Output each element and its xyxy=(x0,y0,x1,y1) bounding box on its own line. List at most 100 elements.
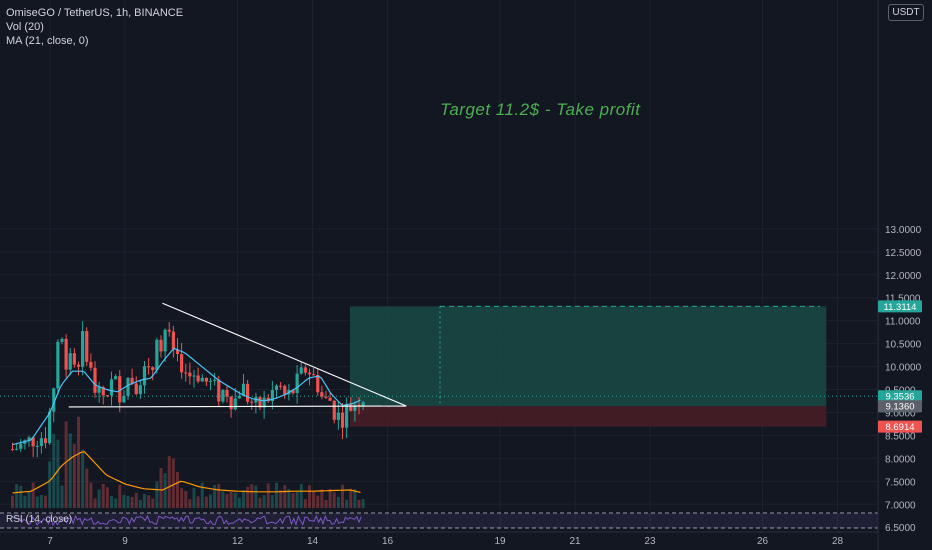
volume-bar xyxy=(324,499,328,508)
x-tick-label: 16 xyxy=(382,536,394,547)
candle-body xyxy=(27,437,31,441)
candle-body xyxy=(353,404,357,411)
volume-bar xyxy=(81,449,85,508)
volume-bars xyxy=(11,416,365,508)
candle-body xyxy=(64,338,68,370)
y-tick-label: 11.0000 xyxy=(885,317,921,328)
candle-body xyxy=(208,380,213,382)
candle-body xyxy=(237,395,241,399)
candle-body xyxy=(134,383,138,395)
currency-badge[interactable]: USDT xyxy=(888,4,924,21)
volume-bar xyxy=(118,484,122,508)
candle-body xyxy=(97,387,101,393)
y-tick-label: 6.5000 xyxy=(885,523,916,534)
candle-body xyxy=(81,331,85,367)
volume-bar xyxy=(275,482,278,508)
candle-body xyxy=(336,412,340,420)
x-tick-label: 28 xyxy=(832,536,844,547)
volume-bar xyxy=(77,416,80,508)
volume-bar xyxy=(101,483,105,508)
volume-bar xyxy=(341,484,344,508)
volume-bar xyxy=(316,495,320,508)
candle-body xyxy=(15,448,19,450)
price-tag-label: 9.3536 xyxy=(885,392,914,403)
candle-body xyxy=(233,398,237,410)
candle-body xyxy=(283,385,287,395)
candle-body xyxy=(122,395,126,403)
candle-body xyxy=(299,367,303,374)
volume-bar xyxy=(262,495,266,508)
candle-body xyxy=(10,449,15,451)
volume-bar xyxy=(266,483,270,508)
rsi-indicator-label[interactable]: RSI (14, close) xyxy=(6,514,73,525)
candle-body xyxy=(126,377,130,396)
volume-bar xyxy=(295,491,299,508)
price-tag: 8.6914 xyxy=(878,420,922,433)
candle-body xyxy=(229,396,233,410)
price-tag-label: 11.3114 xyxy=(884,302,917,313)
x-tick-label: 14 xyxy=(307,536,319,547)
candle-body xyxy=(274,385,279,390)
ma-indicator-label[interactable]: MA (21, close, 0) xyxy=(6,35,89,47)
price-tag: 11.3114 xyxy=(878,300,922,313)
volume-ma-line xyxy=(12,451,361,494)
support-trendline xyxy=(68,405,407,408)
volume-bar xyxy=(23,495,27,508)
y-tick-label: 7.0000 xyxy=(885,500,916,511)
overlay-lines xyxy=(12,302,407,494)
candle-body xyxy=(192,375,196,377)
candle-body xyxy=(60,338,64,342)
volume-bar xyxy=(151,498,155,508)
rsi-line xyxy=(12,514,362,527)
candle-body xyxy=(101,387,105,396)
x-tick-label: 9 xyxy=(122,536,128,547)
volume-bar xyxy=(167,456,171,508)
candle-body xyxy=(184,372,188,374)
candle-body xyxy=(114,376,118,380)
volume-bar xyxy=(64,421,68,508)
candle-body xyxy=(303,367,307,373)
candle-body xyxy=(151,367,155,371)
volume-bar xyxy=(320,489,324,508)
candle-body xyxy=(291,389,295,394)
candle-body xyxy=(320,392,324,397)
loss-zone xyxy=(350,406,827,427)
candle-body xyxy=(72,353,76,365)
candle-body xyxy=(167,329,171,332)
candle-body xyxy=(175,349,180,355)
candle-body xyxy=(307,372,312,375)
volume-bar xyxy=(283,485,287,508)
candle-body xyxy=(31,437,35,447)
volume-bar xyxy=(138,499,142,508)
candle-body xyxy=(85,331,89,362)
volume-bar xyxy=(188,499,192,508)
volume-bar xyxy=(258,497,262,508)
volume-bar xyxy=(105,487,109,508)
y-tick-label: 9.0000 xyxy=(885,408,916,419)
candle-body xyxy=(163,329,167,352)
volume-bar xyxy=(303,499,307,508)
volume-bar xyxy=(246,486,250,508)
volume-bar xyxy=(225,494,229,508)
candle-body xyxy=(332,400,336,420)
volume-bar xyxy=(229,491,233,508)
ma-line xyxy=(12,347,361,446)
volume-bar xyxy=(72,443,76,508)
candle-body xyxy=(357,404,361,407)
volume-bar xyxy=(184,490,188,508)
volume-bar xyxy=(237,497,241,508)
candle-body xyxy=(204,377,208,382)
chart-legend: OmiseGO / TetherUS, 1h, BINANCE Vol (20)… xyxy=(6,6,183,48)
candle-body xyxy=(93,367,97,393)
volume-indicator-label[interactable]: Vol (20) xyxy=(6,21,44,33)
candle-body xyxy=(138,385,142,395)
candle-body xyxy=(180,354,184,373)
price-tag-bg xyxy=(878,300,922,313)
candle-body xyxy=(159,339,163,352)
volume-bar xyxy=(122,494,126,508)
volume-bar xyxy=(27,491,31,508)
volume-bar xyxy=(332,492,336,508)
volume-bar xyxy=(308,485,311,508)
